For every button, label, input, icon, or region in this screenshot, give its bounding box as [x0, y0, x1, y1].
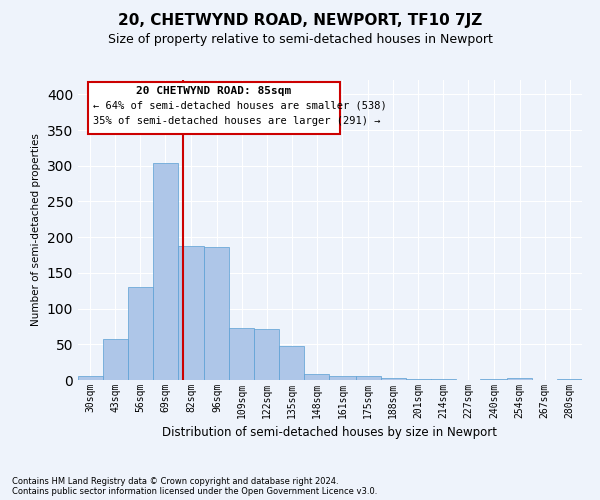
Bar: [205, 247, 229, 380]
X-axis label: Distribution of semi-detached houses by size in Newport: Distribution of semi-detached houses by …: [163, 426, 497, 440]
Text: Contains public sector information licensed under the Open Government Licence v3: Contains public sector information licen…: [12, 487, 377, 496]
Bar: [78, 376, 103, 380]
Bar: [279, 346, 304, 380]
Bar: [128, 287, 153, 380]
Text: Contains HM Land Registry data © Crown copyright and database right 2024.: Contains HM Land Registry data © Crown c…: [12, 477, 338, 486]
Bar: [153, 163, 178, 380]
Bar: [103, 338, 128, 380]
Text: Size of property relative to semi-detached houses in Newport: Size of property relative to semi-detach…: [107, 32, 493, 46]
Text: ← 64% of semi-detached houses are smaller (538): ← 64% of semi-detached houses are smalle…: [93, 101, 387, 111]
Text: 20, CHETWYND ROAD, NEWPORT, TF10 7JZ: 20, CHETWYND ROAD, NEWPORT, TF10 7JZ: [118, 12, 482, 28]
Bar: [356, 376, 381, 380]
Y-axis label: Number of semi-detached properties: Number of semi-detached properties: [31, 134, 41, 326]
Bar: [481, 378, 507, 380]
Bar: [304, 374, 329, 380]
Bar: [229, 328, 254, 380]
Bar: [329, 376, 356, 380]
Bar: [381, 378, 406, 380]
FancyBboxPatch shape: [88, 82, 340, 134]
Text: 35% of semi-detached houses are larger (291) →: 35% of semi-detached houses are larger (…: [93, 116, 380, 126]
Bar: [406, 378, 431, 380]
Bar: [178, 246, 205, 380]
Text: 20 CHETWYND ROAD: 85sqm: 20 CHETWYND ROAD: 85sqm: [136, 86, 292, 96]
Bar: [507, 378, 532, 380]
Bar: [254, 328, 279, 380]
